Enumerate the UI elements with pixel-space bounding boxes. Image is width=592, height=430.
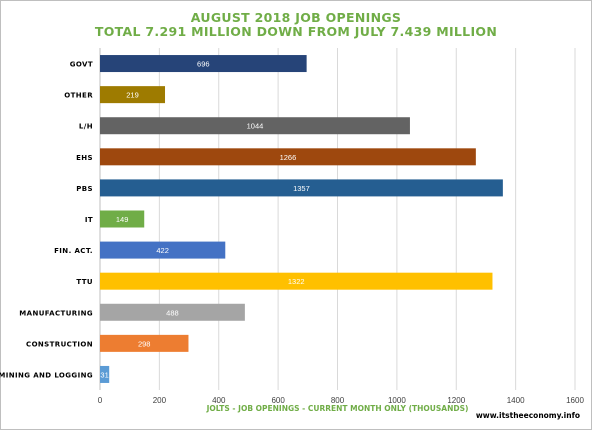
bar: [100, 148, 476, 166]
bar: [100, 117, 410, 135]
data-label: 1044: [247, 122, 264, 131]
x-tick-label: 1200: [447, 396, 465, 405]
data-label: 298: [138, 339, 151, 348]
x-tick-label: 600: [271, 396, 285, 405]
category-label: OTHER: [64, 92, 93, 100]
x-tick-label: 200: [153, 396, 167, 405]
data-label: 1322: [288, 277, 305, 286]
category-label: PBS: [76, 185, 93, 193]
source-credit: www.itstheeconomy.info: [475, 411, 580, 420]
bar: [100, 86, 166, 104]
data-label: 1266: [280, 153, 297, 162]
category-label: TTU: [76, 278, 93, 286]
x-tick-label: 800: [331, 396, 345, 405]
data-label: 422: [156, 246, 169, 255]
data-label: 219: [126, 91, 139, 100]
category-label: GOVT: [70, 61, 93, 69]
data-label: 1357: [293, 184, 310, 193]
category-label: CONSTRUCTION: [26, 340, 93, 348]
category-label: EHS: [76, 154, 93, 162]
category-label: MINING AND LOGGING: [0, 371, 93, 379]
bar: [100, 55, 307, 73]
category-label: MANUFACTURING: [19, 309, 93, 317]
bar: [100, 303, 245, 321]
chart-title: AUGUST 2018 JOB OPENINGS: [190, 10, 402, 25]
category-label: L/H: [79, 123, 93, 131]
bar: [100, 272, 493, 290]
bar: [100, 179, 503, 197]
data-label: 488: [166, 308, 179, 317]
data-label: 149: [116, 215, 129, 224]
bar: [100, 334, 189, 352]
category-label: FIN. ACT.: [54, 247, 93, 255]
data-label: 31: [100, 370, 108, 379]
x-axis-label: JOLTS - JOB OPENINGS - CURRENT MONTH ONL…: [206, 404, 469, 413]
x-tick-label: 0: [98, 396, 103, 405]
bar: [100, 365, 110, 383]
x-tick-label: 1600: [566, 396, 584, 405]
x-tick-label: 1400: [507, 396, 525, 405]
data-label: 696: [197, 60, 210, 69]
bar: [100, 241, 226, 259]
x-tick-label: 1000: [388, 396, 406, 405]
chart-subtitle: TOTAL 7.291 MILLION DOWN FROM JULY 7.439…: [94, 24, 498, 39]
x-tick-label: 400: [212, 396, 226, 405]
category-label: IT: [85, 216, 93, 224]
bar: [100, 210, 145, 228]
